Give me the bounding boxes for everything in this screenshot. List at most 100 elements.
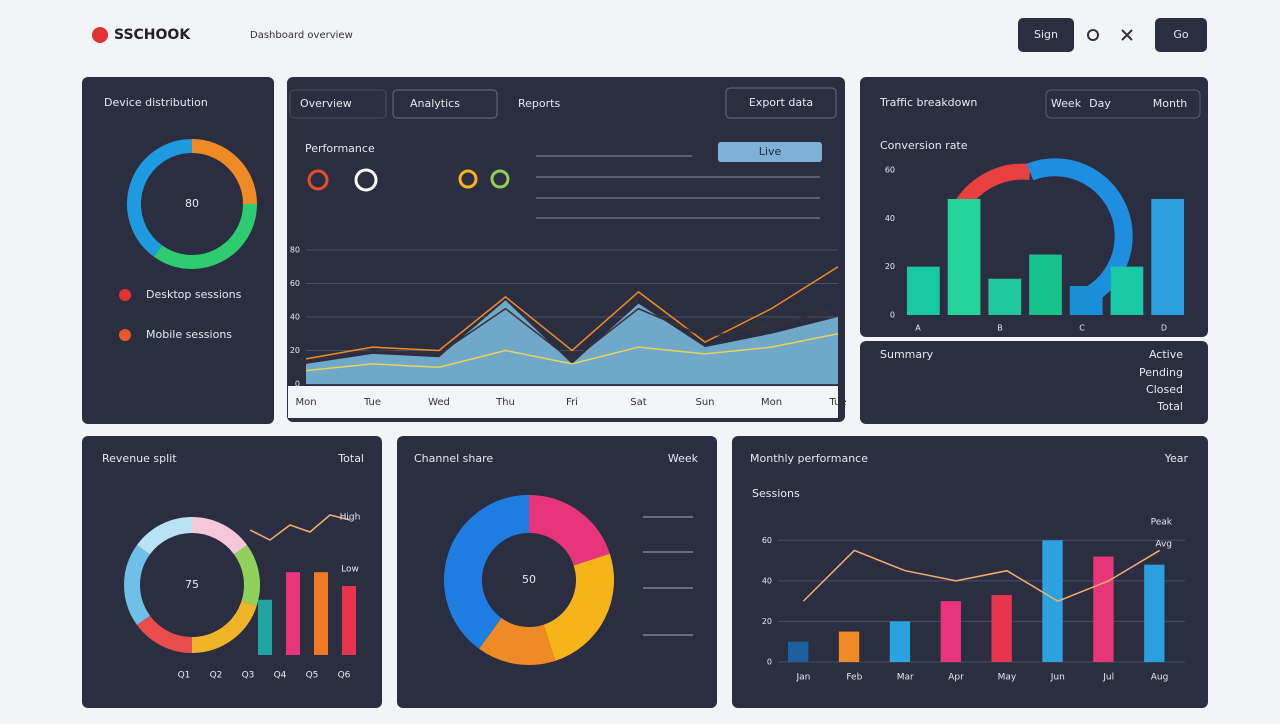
y-tick-label: 0 [767,658,772,667]
panel-action[interactable]: Total [337,452,364,465]
bar [1069,286,1103,315]
x-tick-label: Q1 [178,671,191,681]
x-tick-label: Q6 [338,671,351,681]
donut-segment [528,495,610,567]
toggle-label[interactable]: Day [1089,97,1111,110]
x-tick-label: Feb [846,673,862,683]
button-label[interactable]: Export data [749,96,813,109]
x-tick-label: Q5 [306,671,319,681]
x-tick-label: Apr [948,673,964,683]
bar [907,266,940,315]
line [305,333,839,372]
x-tick-label: Jun [1050,673,1065,683]
toggle-label[interactable]: Month [1153,97,1188,110]
center-label: 75 [185,578,199,591]
panel-action[interactable]: Year [1164,452,1189,465]
sparkline [249,514,351,541]
logo-icon [92,27,108,43]
summary-label: Total [1156,400,1183,413]
badge-label: Live [759,145,782,158]
bar [991,595,1012,662]
donut-segment [127,139,193,257]
y-tick-label: 40 [290,313,300,322]
toggle[interactable] [1045,89,1201,119]
toggle-label[interactable]: Week [1051,97,1082,110]
donut-segment [124,545,151,625]
bar [342,586,356,655]
tab[interactable] [289,89,387,119]
axis-strip [288,386,838,418]
y-tick-label: 0 [295,380,300,389]
y-tick-label: 0 [890,311,895,320]
y-tick-label: 20 [290,346,300,355]
bar [1029,254,1062,315]
x-tick-label: Mar [897,673,914,683]
donut-segment [191,600,257,653]
decor-arc [1026,158,1133,309]
y-tick-label: 20 [762,617,772,626]
tab[interactable] [392,89,498,119]
panel-title: Device distribution [104,96,208,109]
bar [1042,540,1063,662]
summary-label: Pending [1139,366,1183,379]
tab-label[interactable]: Overview [300,97,352,110]
summary-label: Active [1149,348,1183,361]
x-tick-label: D [1161,324,1167,333]
y-tick-label: 20 [885,262,895,271]
button-label[interactable]: Sign [1034,28,1058,41]
panel [82,77,274,424]
x-tick-label: Tue [828,397,846,408]
button[interactable] [1018,18,1074,52]
section-title: Sessions [752,487,800,500]
annotation: Avg [1155,540,1172,550]
y-tick-label: 40 [885,214,895,223]
bar [1110,266,1144,315]
x-tick-label: Q2 [210,671,223,681]
legend-label: Mobile sessions [146,328,232,341]
button[interactable] [1155,18,1207,52]
tab-label[interactable]: Reports [518,97,560,110]
bar [988,278,1022,315]
annotation: Peak [1151,518,1173,528]
panel-title: Monthly performance [750,452,868,465]
donut-segment [542,553,614,661]
y-tick-label: 40 [762,576,772,585]
x-tick-label: B [997,324,1003,333]
panel-title: Summary [880,348,934,361]
section-title: Conversion rate [880,139,968,152]
button[interactable] [725,87,837,119]
panel-title: Revenue split [102,452,177,465]
decor-lines [643,516,693,636]
donut-segment [136,517,193,555]
legend-label: Desktop sessions [146,288,242,301]
donut-segment [479,617,556,665]
y-tick-label: 60 [762,536,772,545]
y-tick-label: 80 [290,246,300,255]
x-tick-label: Q4 [274,671,287,681]
panel-action[interactable]: Week [668,452,699,465]
y-tick-label: 60 [885,166,895,175]
icon[interactable] [1087,29,1099,41]
y-tick-label: 60 [290,279,300,288]
panel-title: Channel share [414,452,493,465]
x-tick-label: Aug [1151,673,1169,683]
icon-row [307,168,510,192]
x-tick-label: Thu [495,397,515,408]
bar [889,621,911,662]
line [305,266,839,360]
center-label: 50 [522,573,536,586]
button-label[interactable]: Go [1173,28,1189,41]
donut-segment [153,203,257,269]
decor-lines [536,155,820,219]
donut-segment [233,545,260,607]
bar [838,631,860,662]
logo: SSCHOOK [114,27,191,43]
icon[interactable] [1121,29,1133,41]
x-tick-label: C [1079,324,1085,333]
legend-icon [119,289,131,301]
subtitle: Dashboard overview [250,30,353,41]
annotation: Low [341,565,359,575]
tab-label[interactable]: Analytics [410,97,460,110]
